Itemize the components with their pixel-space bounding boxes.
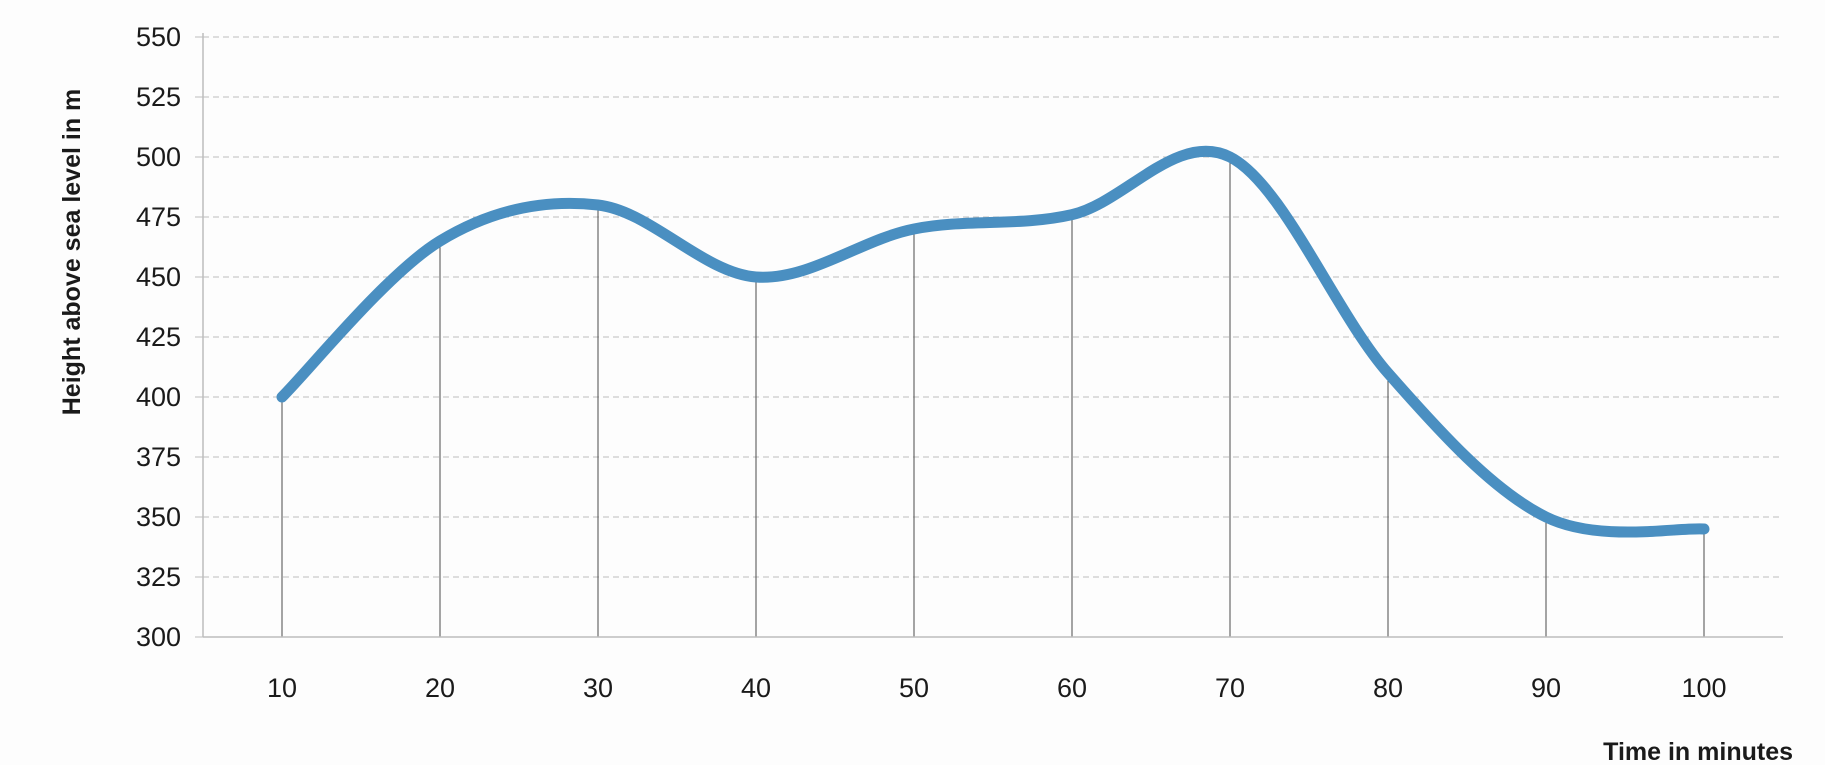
- y-tick-label: 325: [136, 562, 181, 592]
- y-tick-label: 525: [136, 82, 181, 112]
- x-tick-label: 10: [267, 673, 297, 703]
- axes: [195, 33, 1783, 638]
- y-tick-label: 400: [136, 382, 181, 412]
- x-tick-label: 30: [583, 673, 613, 703]
- y-axis-title: Height above sea level in m: [58, 89, 86, 416]
- y-tick-label: 450: [136, 262, 181, 292]
- tick-labels: 300 325 350 375 400 425 450 475 500 525 550 10 20 30 4…: [136, 22, 1727, 703]
- x-tick-label: 40: [741, 673, 771, 703]
- x-tick-label: 20: [425, 673, 455, 703]
- y-tick-label: 425: [136, 322, 181, 352]
- x-tick-label: 70: [1215, 673, 1245, 703]
- y-tick-label: 300: [136, 622, 181, 652]
- drop-lines: [281, 157, 1705, 637]
- x-tick-label: 100: [1681, 673, 1726, 703]
- x-tick-label: 90: [1531, 673, 1561, 703]
- series-line-height: [276, 145, 1710, 538]
- y-tick-label: 475: [136, 202, 181, 232]
- x-tick-label: 60: [1057, 673, 1087, 703]
- y-tick-label: 350: [136, 502, 181, 532]
- y-tick-label: 500: [136, 142, 181, 172]
- x-axis-title: Time in minutes: [1603, 738, 1793, 765]
- y-tick-label: 550: [136, 22, 181, 52]
- x-tick-label: 50: [899, 673, 929, 703]
- x-tick-label: 80: [1373, 673, 1403, 703]
- series-layer: [276, 145, 1710, 538]
- y-tick-label: 375: [136, 442, 181, 472]
